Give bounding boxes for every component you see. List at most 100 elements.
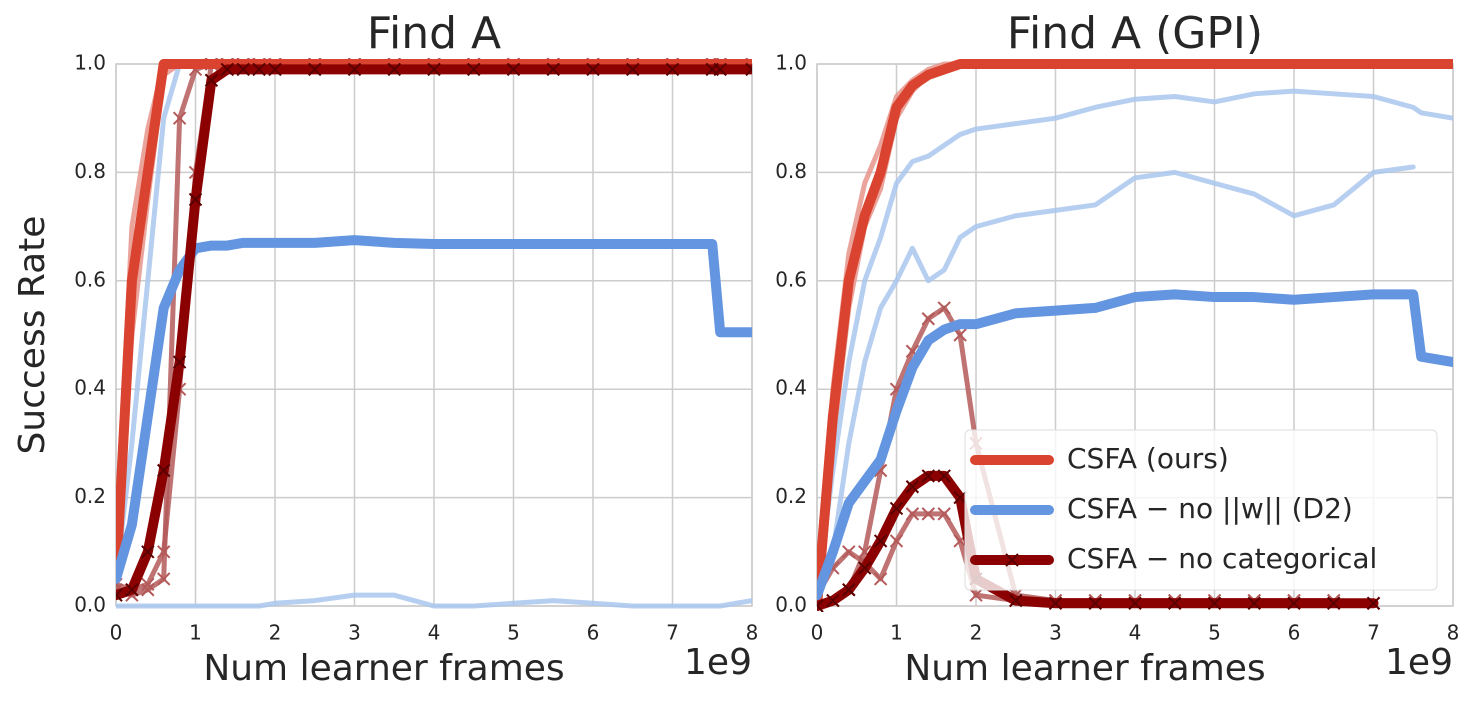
marker <box>842 583 856 597</box>
run-line <box>817 164 1416 604</box>
x-tick-label: 7 <box>1367 621 1380 645</box>
chart-title: Find A (GPI) <box>1007 8 1263 59</box>
marker <box>172 111 187 125</box>
marker <box>817 599 824 612</box>
marker <box>905 507 920 521</box>
marker <box>467 62 481 77</box>
x-offset-label: 1e9 <box>684 642 752 683</box>
y-tick-label: 0.6 <box>775 267 807 291</box>
marker <box>1128 596 1142 610</box>
series-line <box>116 235 752 584</box>
legend-label: CSFA − no ||w|| (D2) <box>1067 492 1353 525</box>
y-tick-label: 0.2 <box>775 484 807 508</box>
y-tick-label: 1.0 <box>775 51 807 75</box>
marker <box>172 355 187 369</box>
marker <box>857 561 872 575</box>
y-axis-label: Success Rate <box>12 216 53 455</box>
y-tick-label: 0.4 <box>775 376 807 400</box>
x-tick-label: 5 <box>1208 621 1221 645</box>
marker <box>1207 596 1222 610</box>
series-line <box>116 64 752 601</box>
marker <box>1366 596 1381 610</box>
marker <box>125 583 139 597</box>
marker <box>842 545 856 559</box>
marker <box>1327 596 1341 610</box>
y-tick-label: 0.8 <box>74 159 106 183</box>
marker <box>953 328 967 342</box>
marker <box>713 62 727 77</box>
marker <box>204 73 219 87</box>
series-line <box>817 289 1453 601</box>
y-tick-label: 0.2 <box>74 484 106 508</box>
series-line <box>116 59 752 584</box>
marker <box>1168 596 1182 610</box>
marker <box>745 62 752 77</box>
chart-title: Find A <box>367 8 501 59</box>
x-offset-label: 1e9 <box>1385 642 1453 683</box>
marker <box>921 312 936 326</box>
marker <box>921 469 936 483</box>
marker <box>546 62 560 77</box>
marker <box>969 588 983 602</box>
x-tick-label: 1 <box>189 621 202 645</box>
marker <box>387 62 401 77</box>
legend: CSFA (ours) CSFA − no ||w|| (D2) CSFA − no… <box>964 429 1438 591</box>
marker <box>156 572 171 586</box>
marker <box>1009 593 1023 608</box>
x-tick-label: 3 <box>348 621 361 645</box>
panel: 0 1 2 3 4 5 6 7 8 0.0 0.2 0.4 0.6 0.8 1.0 Find A Num lea… <box>12 8 758 689</box>
lines <box>116 58 752 609</box>
run-line <box>116 592 752 609</box>
marker <box>1048 596 1063 610</box>
x-axis-label: Num learner frames <box>904 648 1265 689</box>
x-tick-label: 7 <box>666 621 679 645</box>
marker <box>1247 596 1261 610</box>
x-tick-label: 2 <box>269 621 282 645</box>
x-axis-label: Num learner frames <box>203 648 564 689</box>
marker <box>889 534 904 548</box>
marker <box>921 507 936 521</box>
marker <box>252 62 266 77</box>
marker <box>826 593 840 608</box>
marker <box>427 62 441 77</box>
run-line <box>817 88 1453 598</box>
marker <box>116 588 123 602</box>
y-tick-label: 0.6 <box>74 267 106 291</box>
marker <box>937 507 951 521</box>
x-tick-label: 3 <box>1049 621 1062 645</box>
marker <box>586 62 600 77</box>
y-tick-label: 0.0 <box>74 593 106 617</box>
marker <box>937 469 951 483</box>
marker <box>308 62 322 77</box>
marker <box>665 62 680 77</box>
marker <box>889 501 904 516</box>
y-tick-label: 0.4 <box>74 376 106 400</box>
x-tick-label: 6 <box>1288 621 1301 645</box>
x-tick-label: 8 <box>746 621 759 645</box>
x-tick-label: 8 <box>1447 621 1460 645</box>
marker <box>188 192 203 207</box>
marker <box>506 62 521 77</box>
x-tick-label: 1 <box>890 621 903 645</box>
marker <box>626 62 640 77</box>
x-tick-label: 4 <box>1129 621 1142 645</box>
marker <box>156 545 171 559</box>
x-tick-label: 0 <box>811 621 824 645</box>
marker <box>236 62 250 77</box>
y-tick-label: 0.8 <box>775 159 807 183</box>
marker <box>1088 596 1102 610</box>
marker <box>141 577 155 592</box>
legend-label: CSFA (ours) <box>1067 442 1229 475</box>
y-tick-label: 1.0 <box>74 51 106 75</box>
panel: 0 1 2 3 4 5 6 7 8 0.0 0.2 0.4 0.6 0.8 1.0 Find A (GPI) N… <box>775 8 1459 689</box>
marker <box>937 301 951 315</box>
marker <box>156 463 171 478</box>
marker <box>347 62 362 77</box>
marker <box>873 572 888 586</box>
marker <box>873 534 888 548</box>
x-tick-label: 6 <box>587 621 600 645</box>
legend-label: CSFA − no categorical <box>1067 542 1377 575</box>
marker <box>268 62 282 77</box>
marker <box>1287 596 1301 610</box>
